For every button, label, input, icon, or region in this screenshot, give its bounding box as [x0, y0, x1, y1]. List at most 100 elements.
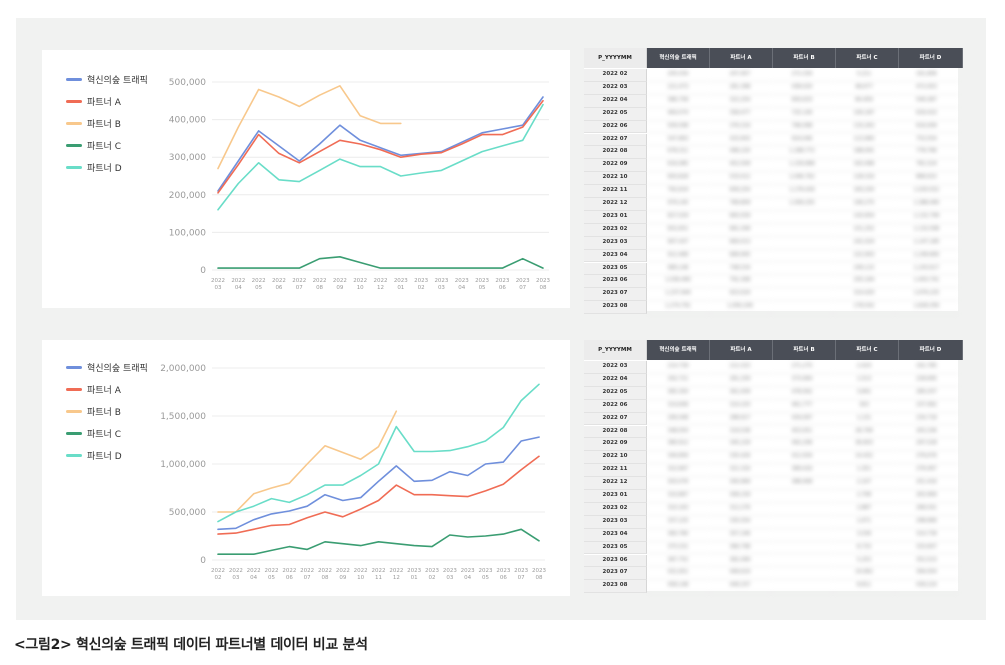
table-row: 2022 10 650,828 533,012 1,046,762 128,316 868…: [584, 172, 958, 186]
table-row: 2022 09 380,912 345,229 492,206 36,603 297,52…: [584, 438, 958, 452]
y-tick-label: 1,000,000: [160, 460, 206, 470]
table-cell: 464,074: [647, 108, 709, 121]
table-cell: 161,806: [895, 69, 958, 82]
series-line-series-3: [217, 528, 540, 555]
table-cell: 357,246: [709, 529, 771, 542]
table-header: P_YYYYMM 혁신의숲 트래픽 파트너 A 파트너 B 파트너 C 파트너 D: [584, 340, 963, 360]
table-cell: 312,276: [709, 503, 771, 516]
table-row: 2022 08 678,311 496,220 1,188,772 188,091 778…: [584, 146, 958, 160]
row-period-cell: 2023 06: [584, 554, 647, 568]
table-cell: 478,562: [771, 387, 833, 400]
legend-label: 혁신의숲 트래픽: [87, 75, 148, 86]
table-cell: 5,253: [833, 555, 895, 568]
top-line-chart: 0 100,000 200,000 300,000 400,000 500,000 2022…: [169, 78, 551, 291]
table-row: 2023 08 1,274,791 1,056,249 178,542 1,828,35…: [584, 301, 958, 315]
table-cell: 689,905: [709, 250, 771, 263]
table-cell: 376,319: [709, 121, 771, 134]
table-cell: 361,939: [709, 387, 771, 400]
table-cell: 366,798: [709, 542, 771, 555]
table-cell: 365,350: [647, 387, 709, 400]
table-row: 2022 12 979,145 789,809 1,569,255 190,275 1,3…: [584, 198, 958, 211]
table-row: 2022 03 214,739 212,315 271,275 2,424 162,785: [584, 361, 958, 374]
legend-swatch: [66, 453, 82, 457]
x-tick-label: 2023 08: [532, 568, 546, 581]
table-cell: 2,708: [833, 490, 895, 503]
table-cell: 212,315: [709, 361, 771, 374]
legend-label: 파트너 C: [87, 141, 121, 152]
table-cell: 163,496: [833, 159, 895, 173]
x-tick-label: 2023 04: [455, 278, 469, 291]
legend-swatch: [66, 99, 82, 103]
table-cell: 8,811: [833, 580, 895, 594]
x-tick-label: 2022 04: [231, 278, 245, 291]
table-row: 2022 10 344,856 335,426 412,934 14,432 276,67…: [584, 451, 958, 465]
table-cell: 143,954: [833, 211, 895, 224]
legend-item: 파트너 C: [66, 138, 121, 152]
table-cell: 285,037: [895, 387, 958, 400]
row-period-cell: 2022 07: [584, 412, 647, 426]
table-cell: 827,029: [647, 211, 709, 224]
x-tick-label: 2022 06: [272, 278, 286, 291]
table-cell: 458,148: [647, 580, 709, 594]
table-cell: 14,432: [833, 451, 895, 465]
x-tick-label: 2023 01: [407, 568, 421, 581]
table-cell: 300,969: [709, 477, 771, 490]
table-cell: 3,841: [833, 387, 895, 400]
table-cell: 113,960: [833, 134, 895, 147]
legend-item: 파트너 D: [66, 448, 122, 462]
x-tick-label: 2022 07: [292, 278, 306, 291]
x-tick-label: 2022 05: [252, 278, 266, 291]
bottom-line-chart: 0 500,000 1,000,000 1,500,000 2,000,000 2022 0…: [160, 364, 546, 581]
row-period-cell: 2023 02: [584, 223, 647, 237]
table-cell: [771, 580, 833, 594]
table-cell: 133,263: [833, 121, 895, 134]
table-cell: 358,477: [709, 108, 771, 121]
table-cell: 650,828: [647, 172, 709, 186]
table-cell: 389,416: [771, 464, 833, 478]
table-cell: 693,633: [771, 95, 833, 108]
table-row: 2023 02 310,163 312,276 2,887 268,541: [584, 502, 958, 516]
row-period-cell: 2022 06: [584, 120, 647, 134]
table-cell: 461,777: [771, 400, 833, 413]
row-period-cell: 2023 03: [584, 515, 647, 529]
table-cell: 792,624: [647, 185, 709, 198]
table-cell: [771, 301, 833, 315]
table-cell: [771, 516, 833, 529]
y-tick-label: 200,000: [169, 191, 206, 201]
table-cell: 387,752: [647, 555, 709, 568]
table-cell: 228,695: [895, 374, 958, 387]
row-period-cell: 2023 05: [584, 541, 647, 555]
table-cell: 791,308: [709, 275, 771, 289]
table-cell: [771, 542, 833, 555]
table-cell: 1,046,762: [771, 172, 833, 186]
table-cell: 1,671: [833, 516, 895, 529]
table-cell: 1,056,249: [709, 301, 771, 315]
table-cell: 1,147,180: [895, 237, 958, 250]
table-cell: 321,316: [709, 464, 771, 478]
x-tick-label: 2022 10: [354, 568, 368, 581]
row-period-cell: 2022 10: [584, 172, 647, 186]
column-header: 파트너 A: [710, 48, 773, 68]
row-period-cell: 2023 07: [584, 567, 647, 581]
table-cell: 281,259: [709, 374, 771, 387]
row-period-cell: 2022 06: [584, 399, 647, 413]
table-cell: 382,499: [709, 555, 771, 568]
table-cell: 290,048: [647, 413, 709, 426]
table-cell: 162,785: [895, 361, 958, 374]
table-cell: 314,103: [709, 400, 771, 413]
table-row: 2022 08 348,054 319,538 453,051 28,799 263,33…: [584, 425, 958, 439]
table-cell: 1,676,225: [895, 288, 958, 302]
table-cell: 1,513: [833, 374, 895, 387]
table-row: 2023 05 375,531 366,798 8,733 333,607: [584, 541, 958, 555]
table-cell: 237,992: [895, 400, 958, 413]
table-cell: 263,336: [895, 426, 958, 439]
table-cell: 298,666: [895, 516, 958, 529]
bottom-chart-legend: 혁신의숲 트래픽 파트너 A 파트너 B 파트너 C 파트너 D: [66, 360, 166, 470]
table-cell: 3,536: [833, 529, 895, 542]
y-tick-label: 100,000: [169, 228, 206, 238]
table-row: 2023 03 337,225 335,554 1,671 298,666: [584, 515, 958, 529]
table-row: 2022 11 322,667 321,316 389,416 1,351 276,067: [584, 464, 958, 478]
column-header: 파트너 A: [710, 340, 773, 360]
legend-label: 파트너 D: [87, 451, 122, 462]
y-tick-label: 2,000,000: [160, 364, 206, 374]
